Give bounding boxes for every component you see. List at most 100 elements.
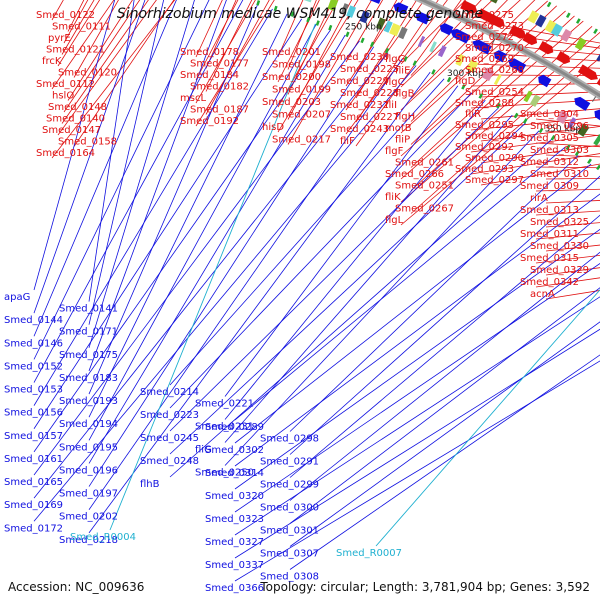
gc-tick-inner xyxy=(328,24,333,31)
cog-block-inner xyxy=(304,0,312,3)
reverse-gene-label: Smed_0195 xyxy=(59,442,118,453)
reverse-gene-label: Smed_0298 xyxy=(260,434,319,445)
forward-gene-label: frcK xyxy=(42,56,62,67)
gene-labels: Smed_0122Smed_0111pyrESmed_0121frcKSmed_… xyxy=(4,10,589,594)
reverse-leader-line xyxy=(169,92,472,409)
reverse-gene-label: fliG xyxy=(195,445,212,456)
cog-block-inner xyxy=(529,94,541,108)
forward-gene-label: Smed_0243 xyxy=(330,124,389,135)
reverse-gene-label: Smed_0291 xyxy=(260,457,319,468)
forward-gene-label: Smed_0330 xyxy=(530,241,589,252)
reverse-gene-label: Smed_0221 xyxy=(195,399,254,410)
forward-gene-label: fliI xyxy=(385,100,397,111)
forward-gene-label: Smed_0120 xyxy=(58,68,117,79)
reverse-gene-label: Smed_0171 xyxy=(59,327,118,338)
reverse-gene-arrow xyxy=(415,12,431,25)
reverse-gene-label: Smed_0245 xyxy=(140,433,199,444)
forward-gene-label: Smed_0227 xyxy=(340,112,399,123)
reverse-gene-label: apaG xyxy=(4,292,30,303)
forward-gene-label: pyrE xyxy=(48,33,71,44)
reverse-gene-label: Smed_0172 xyxy=(4,523,63,534)
cog-block-outer xyxy=(574,37,587,51)
forward-leader-line xyxy=(470,153,600,175)
forward-gene-label: Smed_0164 xyxy=(36,148,95,159)
forward-gene-label: Smed_0293 xyxy=(455,164,514,175)
genome-ring xyxy=(239,0,600,171)
forward-gene-label: Smed_0311 xyxy=(520,229,579,240)
forward-gene-label: Smed_0230 xyxy=(330,52,389,63)
forward-gene-arrow xyxy=(577,64,598,81)
cog-block-inner xyxy=(556,110,570,124)
forward-leader-line xyxy=(63,0,89,44)
reverse-leader-line xyxy=(234,360,600,582)
forward-gene-label: Smed_0288 xyxy=(455,98,514,109)
forward-leader-line xyxy=(277,0,339,108)
forward-gene-label: fliE xyxy=(395,66,410,77)
reverse-leader-line xyxy=(88,0,165,325)
forward-gene-label: Smed_0310 xyxy=(530,169,589,180)
forward-leader-line xyxy=(535,210,600,216)
reverse-gene-label: Smed_0250 xyxy=(195,468,254,479)
forward-gene-label: acnA xyxy=(530,289,555,300)
forward-leader-line xyxy=(545,222,600,228)
forward-gene-label: Smed_0122 xyxy=(36,10,95,21)
forward-leader-line xyxy=(545,200,600,204)
forward-gene-arrow xyxy=(460,0,478,14)
forward-gene-label: Smed_0267 xyxy=(395,204,454,215)
forward-gene-label: Smed_0261 xyxy=(395,158,454,169)
reverse-leader-line xyxy=(234,193,600,467)
gc-tick-inner xyxy=(412,60,417,66)
reverse-gene-label: Smed_0197 xyxy=(59,489,118,500)
cog-block-inner xyxy=(577,123,590,137)
label-leader-lines xyxy=(33,0,600,582)
forward-leader-line xyxy=(345,0,384,63)
forward-leader-line xyxy=(195,0,256,104)
reverse-leader-line xyxy=(289,354,600,570)
forward-leader-line xyxy=(545,178,600,180)
reverse-leader-line xyxy=(33,0,244,383)
forward-gene-label: Smed_0295 xyxy=(455,120,514,131)
forward-gene-label: flgG xyxy=(385,54,405,65)
forward-leader-line xyxy=(73,0,175,147)
reverse-gene-label: Smed_0153 xyxy=(4,385,63,396)
reverse-leader-line xyxy=(224,114,513,443)
reverse-leader-line xyxy=(33,0,146,314)
forward-gene-label: Smed_0290 xyxy=(465,153,524,164)
forward-gene-label: Smed_0303 xyxy=(530,145,589,156)
forward-leader-line xyxy=(480,144,600,164)
forward-leader-line xyxy=(67,0,133,101)
cog-block-inner xyxy=(481,67,495,82)
forward-leader-line xyxy=(277,0,320,83)
reverse-gene-label: Smed_0366 xyxy=(205,583,264,594)
forward-gene-label: hslO xyxy=(52,91,74,102)
forward-gene-label: Smed_0199 xyxy=(272,85,331,96)
forward-gene-label: Smed_0148 xyxy=(48,102,107,113)
reverse-gene-label: Smed_0337 xyxy=(205,560,264,571)
forward-leader-line xyxy=(400,0,521,111)
reverse-gene-label: flhB xyxy=(140,479,160,490)
forward-gene-label: Smed_0178 xyxy=(180,47,239,58)
reverse-gene-label: Smed_0300 xyxy=(260,503,319,514)
reverse-leader-line xyxy=(33,52,389,499)
forward-leader-line xyxy=(545,244,600,252)
reverse-leader-line xyxy=(289,321,600,547)
forward-leader-line xyxy=(480,126,600,142)
gc-tick-inner xyxy=(478,93,484,99)
forward-gene-label: flgH xyxy=(395,112,415,123)
reverse-gene-label: Smed_0218 xyxy=(59,535,118,546)
reverse-gene-label: Smed_0302 xyxy=(205,445,264,456)
reverse-gene-label: Smed_0327 xyxy=(205,537,264,548)
forward-gene-label: flgB xyxy=(395,89,415,100)
forward-leader-line xyxy=(535,254,600,264)
forward-gene-label: fliF xyxy=(340,136,355,147)
cog-block-inner xyxy=(359,10,370,24)
gc-tick-inner xyxy=(565,144,571,150)
reverse-leader-line xyxy=(289,155,579,432)
reverse-leader-line xyxy=(169,138,553,478)
forward-gene-label: Smed_0305 xyxy=(520,133,579,144)
forward-gene-label: Smed_0203 xyxy=(262,97,321,108)
forward-leader-line xyxy=(400,20,584,180)
cog-block-outer xyxy=(535,14,547,28)
rna-leader-line xyxy=(109,23,316,531)
